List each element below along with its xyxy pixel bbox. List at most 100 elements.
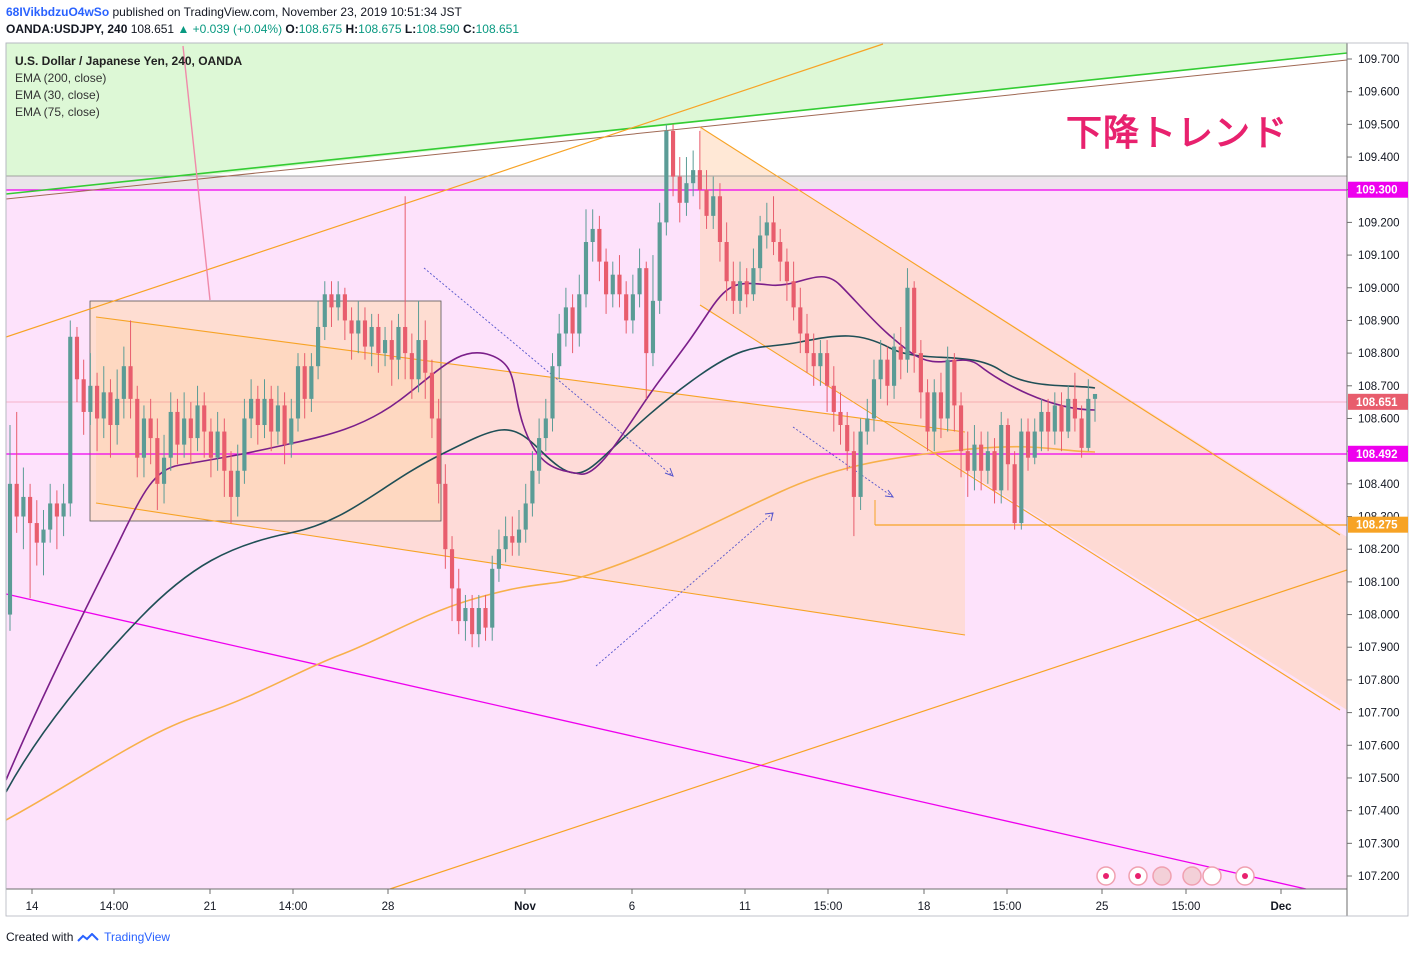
open-value: 108.675: [298, 22, 343, 36]
event-markers[interactable]: [1096, 866, 1255, 886]
candle: [898, 326, 903, 380]
legend-ema200[interactable]: EMA (200, close): [15, 71, 107, 85]
candle: [255, 385, 260, 445]
y-tick-label: 108.600: [1358, 413, 1400, 425]
author-link[interactable]: 68IVikbdzuO4wSo: [6, 5, 110, 19]
x-tick-label: 11: [739, 901, 751, 913]
y-tick-label: 108.000: [1358, 610, 1400, 622]
candle: [577, 274, 582, 347]
candle: [108, 379, 113, 458]
orange-lower-rising: [389, 569, 1347, 889]
candle: [483, 594, 488, 641]
x-tick-label: 15:00: [814, 901, 843, 913]
candle: [630, 274, 635, 334]
candle: [798, 287, 803, 354]
candle: [590, 209, 595, 262]
candle: [41, 509, 46, 576]
candle: [825, 340, 830, 412]
candle: [778, 228, 783, 282]
candle: [784, 248, 789, 301]
green-trendline: [6, 52, 1347, 195]
y-tick-label: 107.900: [1358, 642, 1400, 654]
candle: [737, 261, 743, 314]
x-tick-label: 18: [918, 901, 931, 913]
y-tick-label: 107.600: [1358, 740, 1400, 752]
candle: [322, 281, 327, 341]
candle: [985, 431, 990, 484]
low-label: L:: [404, 22, 417, 36]
x-tick-label: 14: [26, 901, 39, 913]
candle: [195, 385, 200, 452]
candle: [369, 313, 374, 367]
event-marker-3[interactable]: [1152, 866, 1172, 886]
candle: [68, 320, 73, 517]
candle: [135, 385, 140, 478]
candle: [530, 451, 535, 517]
candle: [972, 425, 977, 491]
candle: [965, 431, 970, 497]
orange-region-downtrend: [700, 127, 1347, 710]
candle: [912, 281, 917, 373]
candle: [34, 500, 39, 566]
change-value: ▲ +0.039 (+0.04%): [177, 22, 283, 36]
candle: [436, 398, 441, 504]
candle: [503, 516, 508, 563]
candle: [81, 359, 86, 435]
y-tick-label: 107.200: [1358, 871, 1400, 883]
candle: [644, 261, 649, 399]
candle: [878, 340, 883, 399]
event-marker-5[interactable]: [1202, 866, 1222, 886]
candle: [905, 268, 910, 373]
candle: [476, 594, 481, 648]
y-tick-label: 109.000: [1358, 283, 1400, 295]
x-tick-label: Dec: [1270, 901, 1292, 913]
price-axis[interactable]: 109.700 109.600 109.500 109.400 109.300 109.2…: [1347, 54, 1400, 883]
symbol-label[interactable]: OANDA:USDJPY, 240: [6, 22, 128, 36]
legend-ema30[interactable]: EMA (30, close): [15, 88, 100, 102]
candle: [804, 313, 810, 373]
legend-ema75[interactable]: EMA (75, close): [15, 105, 100, 119]
candle: [463, 594, 468, 641]
y-tick-label: 107.700: [1358, 708, 1400, 720]
indicator-legend: U.S. Dollar / Japanese Yen, 240, OANDA E…: [15, 53, 242, 121]
candle: [409, 333, 414, 399]
y-tick-label: 107.800: [1358, 675, 1400, 687]
candle: [958, 392, 964, 478]
candle: [54, 490, 59, 550]
magenta-falling-line: [6, 593, 1307, 889]
candle: [269, 385, 274, 452]
candle: [168, 392, 173, 471]
time-axis[interactable]: 14 14:00 21 14:00 28 Nov 6 11 15:00 18 15:00 25 15:0…: [26, 889, 1293, 913]
event-marker-4[interactable]: [1182, 866, 1202, 886]
candle: [851, 431, 856, 537]
candle: [831, 366, 836, 432]
x-tick-label: 14:00: [279, 901, 308, 913]
candle: [865, 398, 870, 445]
candle: [14, 411, 19, 533]
candle: [758, 215, 763, 282]
high-label: H:: [345, 22, 359, 36]
y-tick-label: 107.300: [1358, 838, 1400, 850]
candle: [182, 392, 187, 458]
candle: [490, 555, 495, 641]
y-tick-label: 108.100: [1358, 577, 1400, 589]
candle: [717, 183, 723, 262]
close-value: 108.651: [475, 22, 520, 36]
candle: [362, 307, 368, 360]
plot-area[interactable]: [6, 43, 1347, 889]
y-tick-label: 108.800: [1358, 348, 1400, 360]
candle: [1066, 385, 1071, 439]
candle: [537, 418, 542, 484]
created-with-text: Created with: [6, 930, 74, 944]
candle: [148, 398, 153, 465]
orange-channel-top: [95, 316, 966, 433]
price-label-box: [1348, 181, 1408, 198]
legend-symbol[interactable]: U.S. Dollar / Japanese Yen, 240, OANDA: [15, 54, 243, 68]
price-label-text: 108.651: [1356, 397, 1398, 409]
price-label-box: [1348, 445, 1408, 462]
candle: [316, 300, 321, 380]
x-tick-label: 6: [629, 901, 635, 913]
candle: [382, 326, 388, 367]
tradingview-link[interactable]: TradingView: [104, 930, 171, 944]
